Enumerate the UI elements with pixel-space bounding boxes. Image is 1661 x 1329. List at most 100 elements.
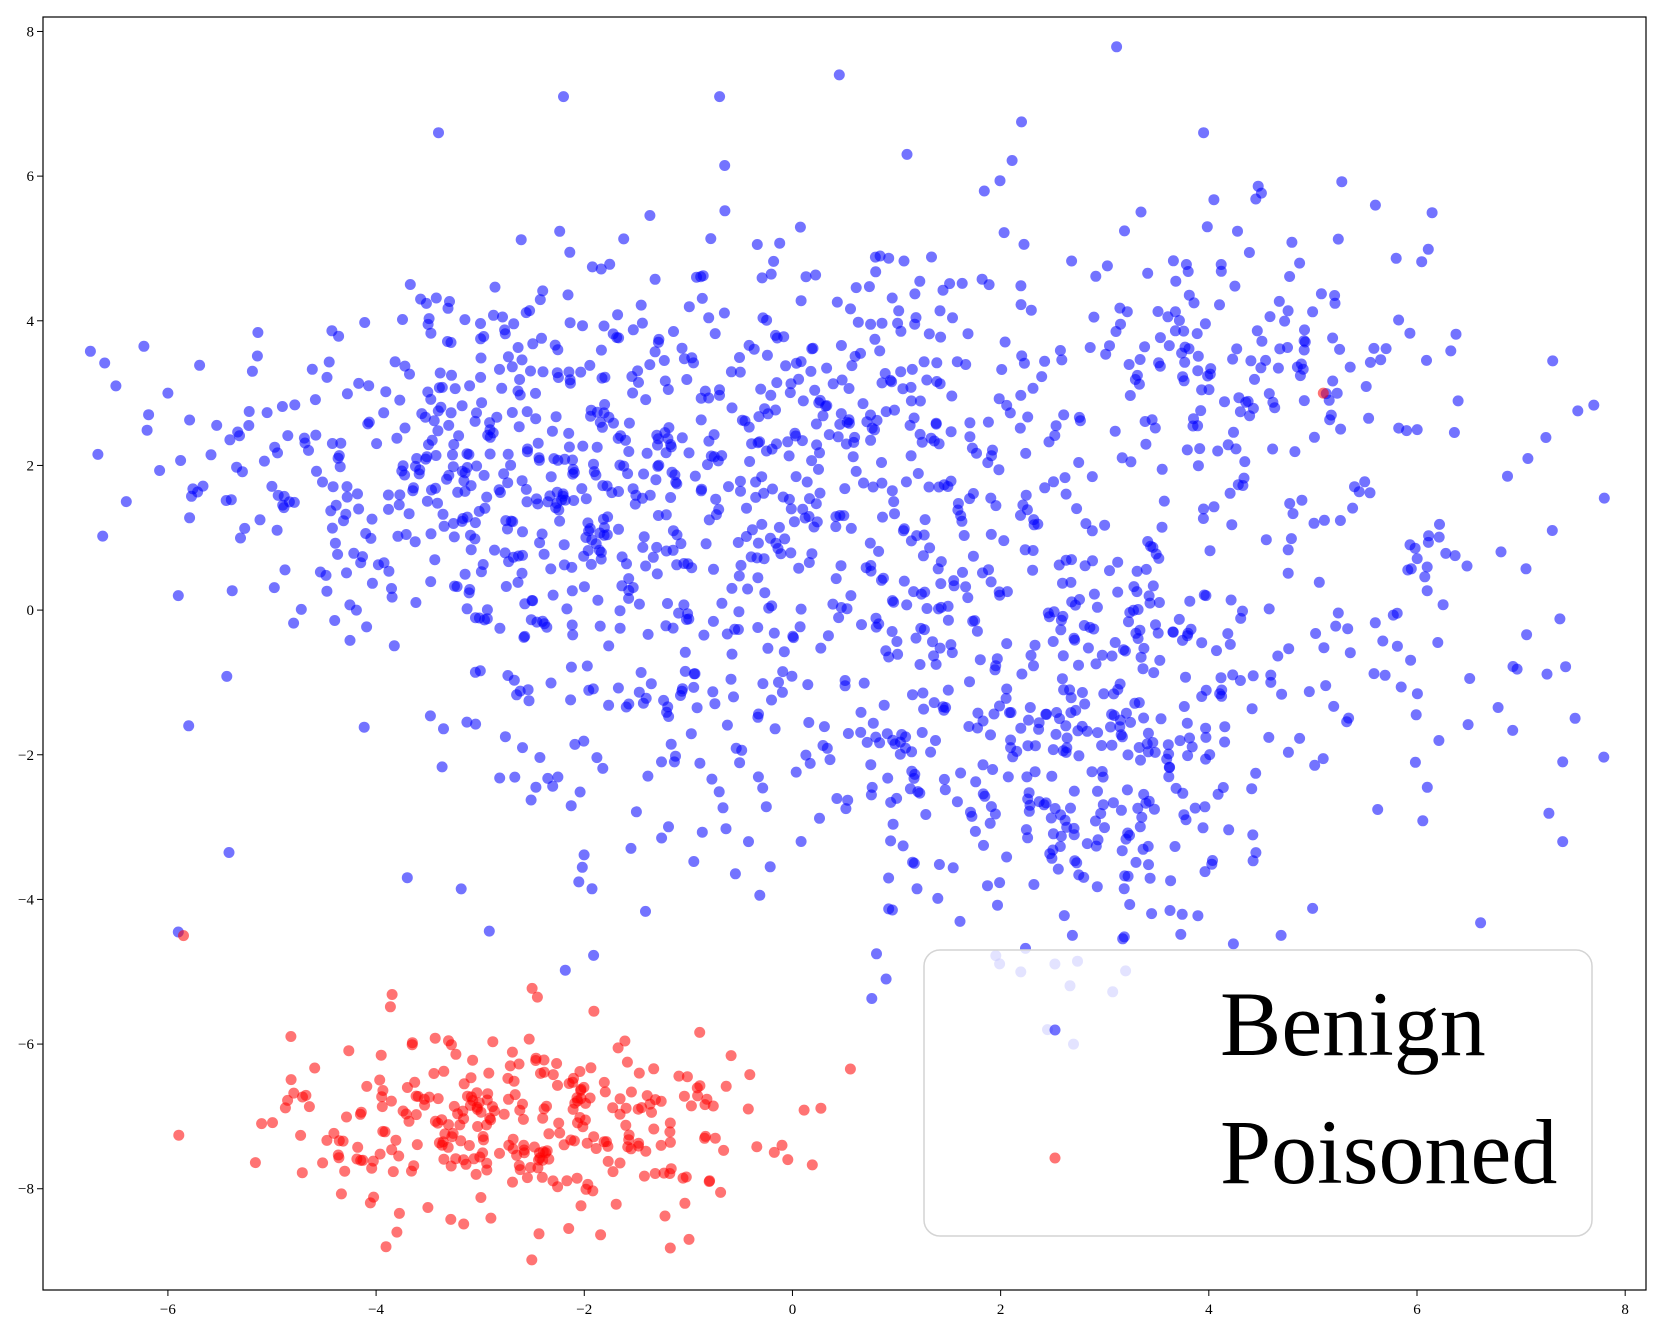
benign-point bbox=[1049, 430, 1061, 441]
benign-point bbox=[1284, 498, 1296, 509]
benign-point bbox=[1347, 502, 1359, 514]
benign-point bbox=[874, 345, 886, 357]
benign-point bbox=[1359, 476, 1371, 488]
poisoned-point bbox=[317, 1157, 329, 1169]
benign-point bbox=[1176, 347, 1188, 359]
benign-point bbox=[842, 794, 854, 806]
benign-point bbox=[511, 689, 523, 701]
benign-point bbox=[465, 544, 477, 556]
benign-point bbox=[1107, 797, 1119, 809]
poisoned-point bbox=[387, 1166, 399, 1178]
benign-point bbox=[1078, 871, 1090, 883]
benign-point bbox=[268, 582, 280, 594]
benign-point bbox=[1246, 703, 1258, 715]
benign-point bbox=[725, 366, 737, 378]
benign-point bbox=[1051, 707, 1063, 718]
benign-point bbox=[1137, 843, 1149, 855]
benign-point bbox=[278, 490, 290, 502]
benign-point bbox=[561, 603, 573, 615]
benign-point bbox=[1061, 821, 1073, 833]
benign-point bbox=[243, 406, 255, 417]
benign-point bbox=[917, 687, 929, 699]
benign-point bbox=[404, 368, 415, 380]
benign-point bbox=[1449, 550, 1461, 562]
benign-point bbox=[877, 572, 889, 584]
poisoned-point bbox=[333, 1135, 345, 1147]
benign-point bbox=[772, 543, 784, 554]
benign-point bbox=[576, 861, 588, 873]
benign-point bbox=[329, 537, 341, 549]
benign-point bbox=[803, 557, 815, 568]
poisoned-point bbox=[598, 1076, 610, 1088]
benign-point bbox=[1048, 476, 1059, 488]
benign-point bbox=[1199, 801, 1211, 813]
poisoned-point bbox=[391, 1226, 403, 1238]
poisoned-point bbox=[681, 1071, 693, 1083]
benign-point bbox=[994, 589, 1006, 601]
benign-point bbox=[616, 551, 628, 563]
poisoned-point bbox=[390, 1134, 402, 1146]
benign-point bbox=[1232, 225, 1243, 237]
benign-point bbox=[1276, 688, 1288, 700]
benign-point bbox=[601, 529, 613, 541]
benign-point bbox=[224, 434, 236, 446]
benign-point bbox=[1234, 675, 1246, 686]
benign-point bbox=[120, 496, 132, 508]
benign-point bbox=[515, 234, 527, 246]
benign-point bbox=[1101, 260, 1113, 272]
benign-point bbox=[1282, 567, 1294, 579]
benign-point bbox=[782, 436, 794, 448]
benign-point bbox=[800, 271, 812, 283]
benign-point bbox=[1125, 456, 1137, 468]
benign-point bbox=[541, 621, 553, 633]
benign-point bbox=[993, 393, 1005, 405]
benign-point bbox=[1129, 697, 1141, 709]
benign-point bbox=[1421, 585, 1433, 597]
benign-point bbox=[870, 266, 882, 278]
benign-point bbox=[806, 548, 818, 560]
benign-point bbox=[580, 493, 592, 505]
benign-point bbox=[637, 697, 649, 709]
benign-point bbox=[1199, 866, 1211, 878]
benign-point bbox=[1216, 684, 1228, 696]
poisoned-point bbox=[655, 1139, 667, 1151]
benign-point bbox=[1249, 373, 1260, 385]
benign-point bbox=[445, 337, 457, 348]
benign-point bbox=[1294, 257, 1306, 269]
benign-point bbox=[1005, 734, 1017, 746]
benign-point bbox=[803, 717, 815, 728]
benign-point bbox=[824, 754, 836, 766]
benign-point bbox=[1540, 432, 1552, 443]
benign-point bbox=[1070, 704, 1082, 716]
benign-point bbox=[1541, 668, 1553, 680]
poisoned-point bbox=[588, 1005, 600, 1017]
benign-point bbox=[1016, 116, 1027, 128]
benign-point bbox=[982, 416, 994, 428]
benign-point bbox=[914, 787, 926, 799]
benign-point bbox=[448, 518, 459, 529]
benign-point bbox=[516, 354, 528, 366]
benign-point bbox=[584, 359, 596, 371]
benign-point bbox=[562, 289, 574, 301]
benign-point bbox=[552, 372, 564, 383]
benign-point bbox=[1219, 736, 1231, 748]
benign-point bbox=[998, 535, 1010, 547]
benign-point bbox=[577, 320, 588, 332]
benign-point bbox=[487, 427, 499, 439]
benign-point bbox=[1331, 387, 1343, 399]
poisoned-point bbox=[607, 1166, 619, 1178]
poisoned-point bbox=[526, 982, 538, 994]
benign-point bbox=[517, 526, 528, 538]
poisoned-point bbox=[614, 1157, 626, 1169]
benign-point bbox=[1343, 712, 1355, 724]
poisoned-point bbox=[303, 1101, 315, 1113]
benign-point bbox=[502, 448, 514, 460]
benign-point bbox=[512, 576, 524, 588]
benign-point bbox=[1091, 601, 1103, 613]
benign-point bbox=[707, 686, 719, 698]
benign-point bbox=[743, 421, 755, 433]
benign-point bbox=[1452, 395, 1464, 407]
benign-point bbox=[969, 825, 981, 837]
benign-point bbox=[1142, 536, 1154, 547]
benign-point bbox=[1095, 808, 1107, 819]
